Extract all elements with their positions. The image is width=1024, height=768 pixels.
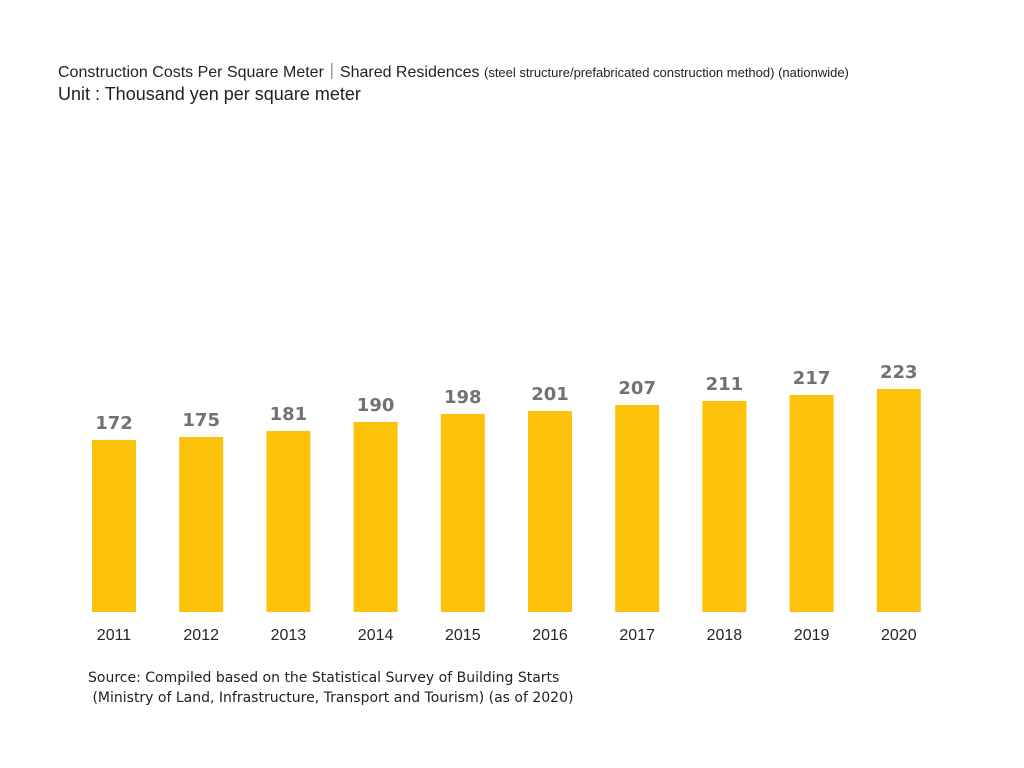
- x-tick-label-2015: 2015: [445, 627, 481, 644]
- x-tick-label-2018: 2018: [707, 627, 743, 644]
- bar-2013: [266, 431, 311, 612]
- bar-2017: [615, 405, 660, 612]
- x-tick-label-2019: 2019: [794, 627, 830, 644]
- value-label-2019: 217: [793, 368, 831, 389]
- x-tick-label-2016: 2016: [532, 627, 568, 644]
- x-tick-label-2013: 2013: [271, 627, 307, 644]
- chart-title-sub: (steel structure/prefabricated construct…: [483, 65, 849, 80]
- source-note: Source: Compiled based on the Statistica…: [88, 668, 573, 708]
- bar-2014: [353, 422, 398, 612]
- unit-label: Unit : Thousand yen per square meter: [58, 84, 361, 104]
- bar-2019: [789, 395, 834, 612]
- bar-2015: [440, 414, 485, 612]
- x-tick-label-2017: 2017: [619, 627, 655, 644]
- x-tick-label-2011: 2011: [97, 627, 132, 644]
- x-tick-label-2020: 2020: [881, 627, 917, 644]
- value-label-2018: 211: [706, 374, 744, 395]
- bar-2011: [92, 440, 136, 612]
- value-label-2016: 201: [531, 384, 569, 405]
- source-line-2: (Ministry of Land, Infrastructure, Trans…: [88, 690, 574, 706]
- chart-title: Construction Costs Per Square Meter｜Shar…: [58, 58, 849, 82]
- bar-2018: [702, 401, 747, 612]
- x-tick-label-2014: 2014: [358, 627, 394, 644]
- bar-2020: [876, 389, 921, 612]
- bar-2016: [528, 411, 572, 612]
- value-label-2013: 181: [270, 404, 308, 425]
- value-label-2011: 172: [95, 413, 133, 434]
- bar-2012: [179, 437, 224, 612]
- x-tick-label-2012: 2012: [183, 627, 219, 644]
- value-label-2017: 207: [618, 378, 656, 399]
- value-label-2020: 223: [880, 362, 918, 383]
- value-label-2014: 190: [357, 395, 395, 416]
- value-label-2015: 198: [444, 387, 482, 408]
- source-line-1: Source: Compiled based on the Statistica…: [88, 670, 560, 686]
- chart-title-main: Construction Costs Per Square Meter｜Shar…: [58, 64, 484, 81]
- value-label-2012: 175: [182, 410, 220, 431]
